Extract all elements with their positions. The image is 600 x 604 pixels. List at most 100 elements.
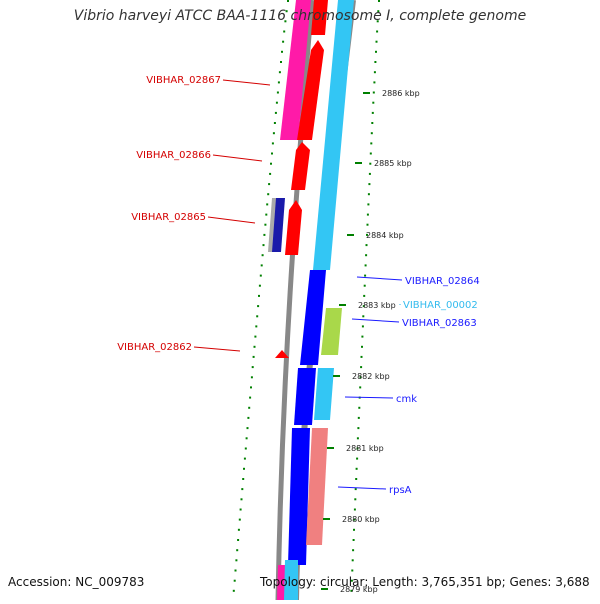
outer-track-dot	[373, 71, 376, 74]
outer-track-dot	[356, 457, 359, 460]
gene-green-VIBHAR_02863[interactable]	[321, 308, 342, 355]
inner-track-dot	[251, 366, 254, 369]
inner-track-dot	[250, 386, 252, 389]
kbp-ticks: 2886 kbp 2885 kbp 2884 kbp 2883 kbp 2882 kbp…	[321, 89, 420, 594]
inner-track-dot	[253, 345, 256, 348]
outer-track-dot	[356, 437, 359, 440]
gene-cyan-VIBHAR_00002[interactable]	[314, 368, 334, 420]
gene-red-VIBHAR_02866[interactable]	[291, 142, 310, 190]
backbone-inner-line	[275, 0, 315, 601]
outer-track-dot	[351, 559, 354, 562]
outer-track-dot	[364, 264, 367, 267]
left-gene-label[interactable]: VIBHAR_02866	[136, 150, 211, 161]
outer-track-dot	[357, 427, 360, 430]
outer-track-dot	[351, 569, 354, 572]
left-gene-labels: VIBHAR_02867 VIBHAR_02866 VIBHAR_02865 VIBH…	[117, 75, 271, 353]
gene-blue-cmk[interactable]	[294, 368, 316, 425]
outer-track-dot	[363, 294, 366, 297]
gene-red-VIBHAR_02865[interactable]	[285, 200, 302, 255]
inner-track-dot	[232, 589, 235, 592]
inner-track-dot	[284, 20, 287, 23]
outer-track-dot	[354, 498, 357, 501]
outer-track-dot	[356, 447, 359, 450]
gene-red-top[interactable]	[311, 0, 328, 35]
left-label-leader	[207, 216, 256, 224]
left-gene-label[interactable]: VIBHAR_02862	[117, 342, 192, 353]
right-gene-label[interactable]: cmk	[396, 394, 417, 405]
inner-track-dot	[277, 81, 280, 84]
right-gene-label[interactable]: rpsA	[389, 485, 412, 496]
left-gene-label[interactable]: VIBHAR_02865	[131, 212, 206, 223]
inner-track-dot	[256, 315, 259, 318]
outer-track-dot	[368, 183, 371, 186]
inner-track-dot	[263, 233, 266, 236]
inner-track-dot	[265, 213, 268, 216]
inner-track-dot	[285, 10, 288, 13]
outer-track-dot	[371, 122, 374, 124]
right-gene-label[interactable]: VIBHAR_02863	[402, 318, 477, 329]
inner-track-dot	[276, 91, 279, 94]
left-label-leader	[222, 79, 271, 86]
outer-track-dot	[362, 305, 365, 308]
gene-pink-VIBHAR_02867[interactable]	[280, 0, 311, 140]
inner-track-dot	[271, 152, 273, 155]
outer-track-dot	[352, 539, 355, 541]
outer-track-dot	[350, 579, 353, 582]
outer-track-dot	[358, 406, 361, 409]
outer-track-dot	[366, 213, 369, 216]
outer-track-dot	[360, 366, 363, 369]
right-gene-label[interactable]: VIBHAR_02864	[405, 276, 480, 287]
gene-salmon-rpsA[interactable]	[306, 428, 328, 545]
inner-track-dot	[258, 284, 261, 287]
outer-track-dot	[353, 518, 356, 521]
inner-track-dot	[243, 457, 246, 460]
outer-track-dot	[374, 61, 377, 63]
inner-track-dot	[275, 101, 278, 104]
inner-track-dot	[273, 122, 276, 124]
gene-cyan-long[interactable]	[313, 0, 354, 270]
outer-track-dot	[366, 223, 369, 226]
right-label-leader	[344, 396, 394, 399]
gene-blue-VIBHAR_02864[interactable]	[300, 270, 326, 365]
gene-red-large[interactable]	[297, 40, 324, 140]
gene-cyan-bottom[interactable]	[284, 560, 298, 600]
outer-track-dot	[376, 30, 379, 33]
inner-track-dot	[238, 518, 241, 521]
outer-track-dot	[369, 162, 372, 165]
inner-track-dot	[268, 183, 271, 186]
inner-track-dot	[280, 61, 282, 63]
gene-red-VIBHAR_02862[interactable]	[275, 350, 289, 358]
outer-track-dot	[355, 478, 358, 480]
inner-track-dot	[248, 406, 251, 409]
inner-track-dot	[287, 0, 289, 2]
outer-track-dot	[365, 254, 368, 257]
inner-track-dot	[236, 549, 239, 552]
gene-blue-rpsA[interactable]	[288, 428, 310, 565]
inner-track-dot	[262, 244, 265, 247]
left-label-leader	[212, 154, 263, 162]
outer-track-dot	[366, 233, 368, 236]
outer-track-dot	[355, 467, 358, 470]
right-label-leader	[356, 276, 403, 281]
reverse-strand-genes	[284, 0, 354, 600]
inner-track-dot	[260, 264, 263, 267]
kbp-tick-label: 2884 kbp	[366, 231, 404, 240]
outer-track-dot	[365, 244, 368, 247]
inner-track-dot	[250, 376, 253, 379]
inner-track-dot	[246, 427, 249, 430]
inner-track-dot	[233, 579, 236, 582]
gene-gray-stripe[interactable]	[268, 198, 276, 252]
outer-track-dot	[368, 172, 371, 175]
inner-track-dot	[281, 50, 283, 53]
inner-track-dot	[271, 142, 274, 145]
inner-track-dot	[269, 172, 272, 175]
left-gene-label[interactable]: VIBHAR_02867	[146, 75, 221, 86]
kbp-tick-label: 2883 kbp	[358, 301, 396, 310]
inner-track-dot	[242, 478, 245, 480]
outer-track-dot	[376, 20, 379, 23]
outer-track-dot	[375, 50, 377, 53]
inner-track-dot	[255, 325, 258, 328]
right-gene-label[interactable]: VIBHAR_00002	[403, 300, 478, 311]
inner-track-dot	[259, 274, 262, 277]
